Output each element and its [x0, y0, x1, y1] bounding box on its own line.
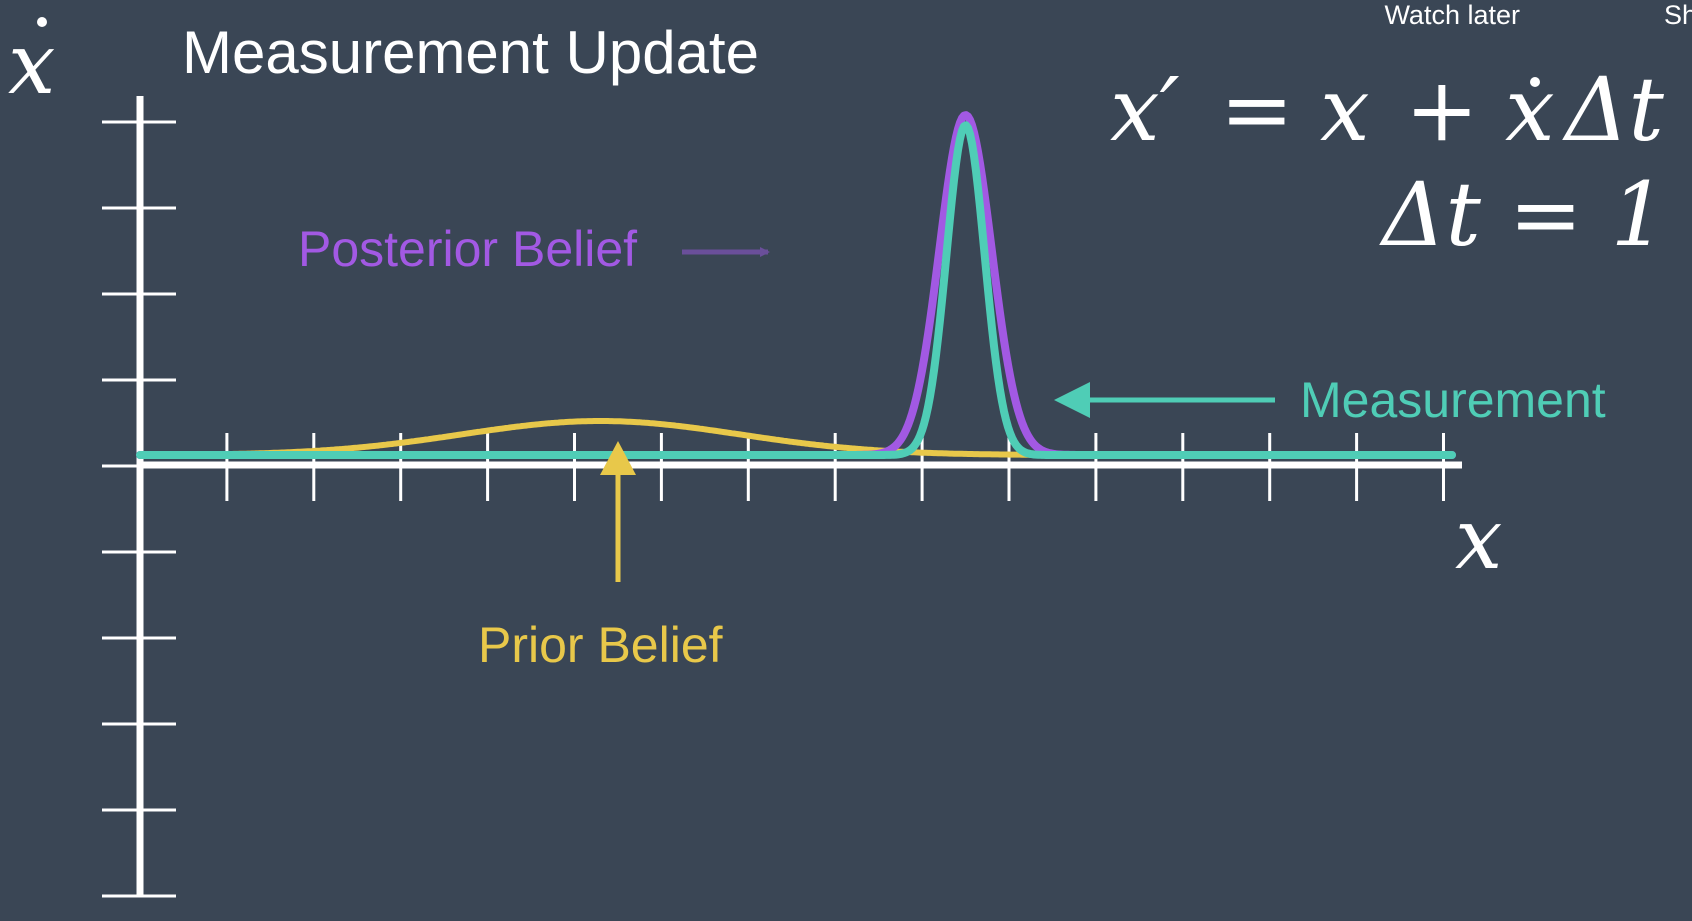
measurement-label: Measurement [1300, 372, 1606, 428]
equation-x: x [1320, 58, 1370, 161]
equation-equals: = [1220, 58, 1294, 161]
y-axis-dot [37, 17, 47, 27]
share-button[interactable]: Share [1664, 0, 1692, 30]
prior-belief-curve [137, 418, 1455, 458]
equation-xdot: x [1505, 58, 1555, 161]
measurement-curve [136, 121, 1456, 459]
y-axis-symbol: x [8, 15, 55, 113]
y-axis-label: x [8, 15, 55, 113]
equation-lhs: x′ [1110, 58, 1180, 161]
equation-plus: + [1405, 58, 1479, 161]
prior-arrow-head [600, 441, 636, 475]
x-axis-symbol: x [1455, 490, 1502, 588]
measurement-arrow-head [1054, 382, 1090, 418]
prior-belief-label: Prior Belief [478, 617, 723, 673]
posterior-belief-label: Posterior Belief [298, 221, 637, 277]
equation-xdot-dot [1530, 77, 1540, 87]
equation-delta-t: Δt [1562, 58, 1665, 161]
equation-line-1: x′ = x + x Δt [1110, 58, 1665, 161]
slide-title: Measurement Update [182, 19, 759, 86]
belief-curves [136, 111, 1456, 459]
equation-line-2: Δt = 1 [1379, 163, 1667, 266]
axes [102, 96, 1462, 898]
watch-later-button[interactable]: Watch later [1384, 0, 1520, 30]
posterior-belief-curve [136, 111, 1456, 459]
